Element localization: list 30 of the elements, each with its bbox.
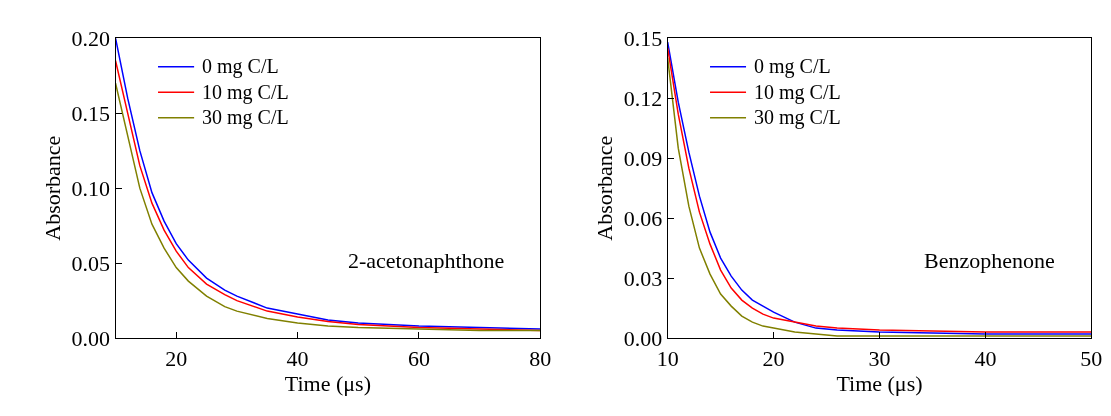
y-tick-label: 0.10 [71,175,111,201]
x-tick-label: 50 [1080,345,1103,371]
x-tick-label: 60 [407,345,430,371]
x-tick-label: 40 [286,345,309,371]
x-axis-title: Time (μs) [836,370,923,396]
legend-label: 0 mg C/L [202,55,279,78]
legend-label: 0 mg C/L [754,55,831,78]
y-tick-label: 0.03 [623,265,663,291]
y-tick-label: 0.15 [71,100,111,126]
y-tick-label: 0.05 [71,250,111,276]
y-axis-title: Absorbance [40,135,66,241]
y-tick-label: 0.12 [623,85,663,111]
y-tick-label: 0.06 [623,205,663,231]
y-tick-label: 0.15 [623,25,663,51]
y-tick-label: 0.00 [71,325,111,351]
x-tick-label: 40 [974,345,997,371]
legend-label: 30 mg C/L [754,106,841,129]
legend-label: 10 mg C/L [202,81,289,104]
x-tick-label: 30 [868,345,891,371]
x-tick-label: 20 [762,345,785,371]
annotation: 2-acetonaphthone [348,248,505,273]
annotation: Benzophenone [924,248,1055,273]
legend-label: 30 mg C/L [202,106,289,129]
x-tick-label: 20 [165,345,188,371]
y-axis-title: Absorbance [592,135,618,241]
x-tick-label: 80 [529,345,552,371]
y-tick-label: 0.20 [71,25,111,51]
y-tick-label: 0.09 [623,145,663,171]
legend-label: 10 mg C/L [754,81,841,104]
x-axis-title: Time (μs) [284,370,371,396]
